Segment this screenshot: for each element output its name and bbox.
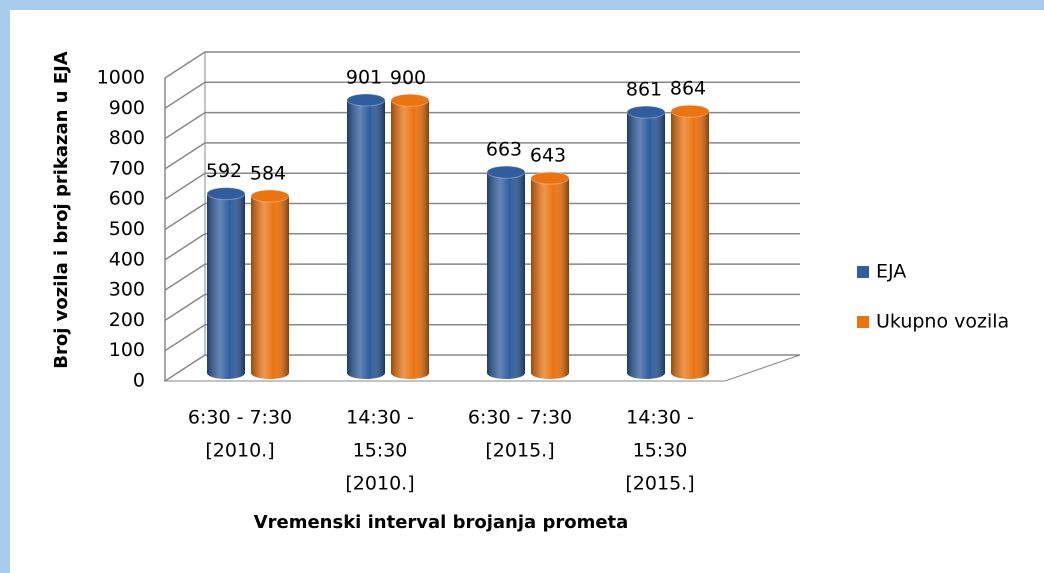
bar-top: [250, 189, 290, 203]
value-label: 901: [346, 66, 382, 88]
bar-shade: [251, 196, 289, 379]
grid-line: [164, 81, 800, 109]
legend-label: Ukupno vozila: [876, 311, 1009, 333]
bar-shade: [347, 99, 385, 379]
x-axis-title: Vremenski interval brojanja prometa: [254, 512, 629, 533]
grid-line: [164, 293, 800, 322]
x-tick-label: 6:30 - 7:30: [188, 407, 292, 429]
value-label: 584: [250, 163, 286, 185]
grid-line: [164, 202, 800, 231]
bar-top: [670, 104, 710, 118]
y-tick-label: 700: [109, 157, 145, 179]
bar-shade: [487, 172, 525, 379]
y-tick-label: 900: [109, 97, 145, 119]
x-tick-label: 14:30 -: [346, 407, 414, 429]
bar-shade: [207, 193, 245, 379]
y-tick-label: 0: [133, 370, 145, 392]
value-label: 592: [206, 160, 242, 182]
grid-line: [164, 354, 800, 382]
grid-line: [164, 142, 800, 170]
x-tick-label: 15:30: [353, 440, 408, 462]
value-label: 861: [626, 79, 662, 101]
bar-shade: [531, 178, 569, 379]
grid-line: [164, 323, 800, 352]
bar-shade: [627, 112, 665, 379]
grid-line: [164, 233, 800, 261]
bar-top: [626, 105, 666, 119]
bar-top: [390, 93, 430, 107]
y-tick-label: 400: [109, 248, 145, 270]
x-tick-label: [2015.]: [485, 440, 554, 462]
y-tick-label: 100: [109, 339, 145, 361]
x-tick-label: [2010.]: [345, 473, 414, 495]
x-tick-label: [2010.]: [205, 440, 274, 462]
bar-top: [486, 165, 526, 179]
grid-line: [164, 172, 800, 200]
y-tick-label: 500: [109, 218, 145, 240]
y-tick-label: 1000: [97, 67, 145, 89]
x-tick-label: [2015.]: [625, 473, 694, 495]
bar-top: [346, 93, 386, 107]
legend-swatch: [857, 316, 869, 328]
bar-top: [206, 187, 246, 201]
legend-label: EJA: [876, 261, 906, 283]
value-label: 643: [530, 145, 566, 167]
y-tick-label: 800: [109, 127, 145, 149]
grid-line: [164, 111, 800, 140]
legend-swatch: [857, 266, 869, 278]
x-tick-label: 6:30 - 7:30: [468, 407, 572, 429]
value-label: 663: [486, 139, 522, 161]
x-tick-label: 15:30: [633, 440, 688, 462]
value-label: 900: [390, 67, 426, 89]
bar-top: [530, 171, 570, 185]
grid-line: [164, 51, 800, 79]
bar-shade: [391, 100, 429, 380]
x-tick-label: 14:30 -: [626, 407, 694, 429]
grid-line: [164, 263, 800, 291]
value-label: 864: [670, 78, 706, 100]
bar-shade: [671, 111, 709, 379]
y-axis-title: Broj vozila i broj prikazan u EJA: [51, 51, 72, 369]
y-tick-label: 600: [109, 188, 145, 210]
y-tick-label: 200: [109, 309, 145, 331]
y-tick-label: 300: [109, 279, 145, 301]
